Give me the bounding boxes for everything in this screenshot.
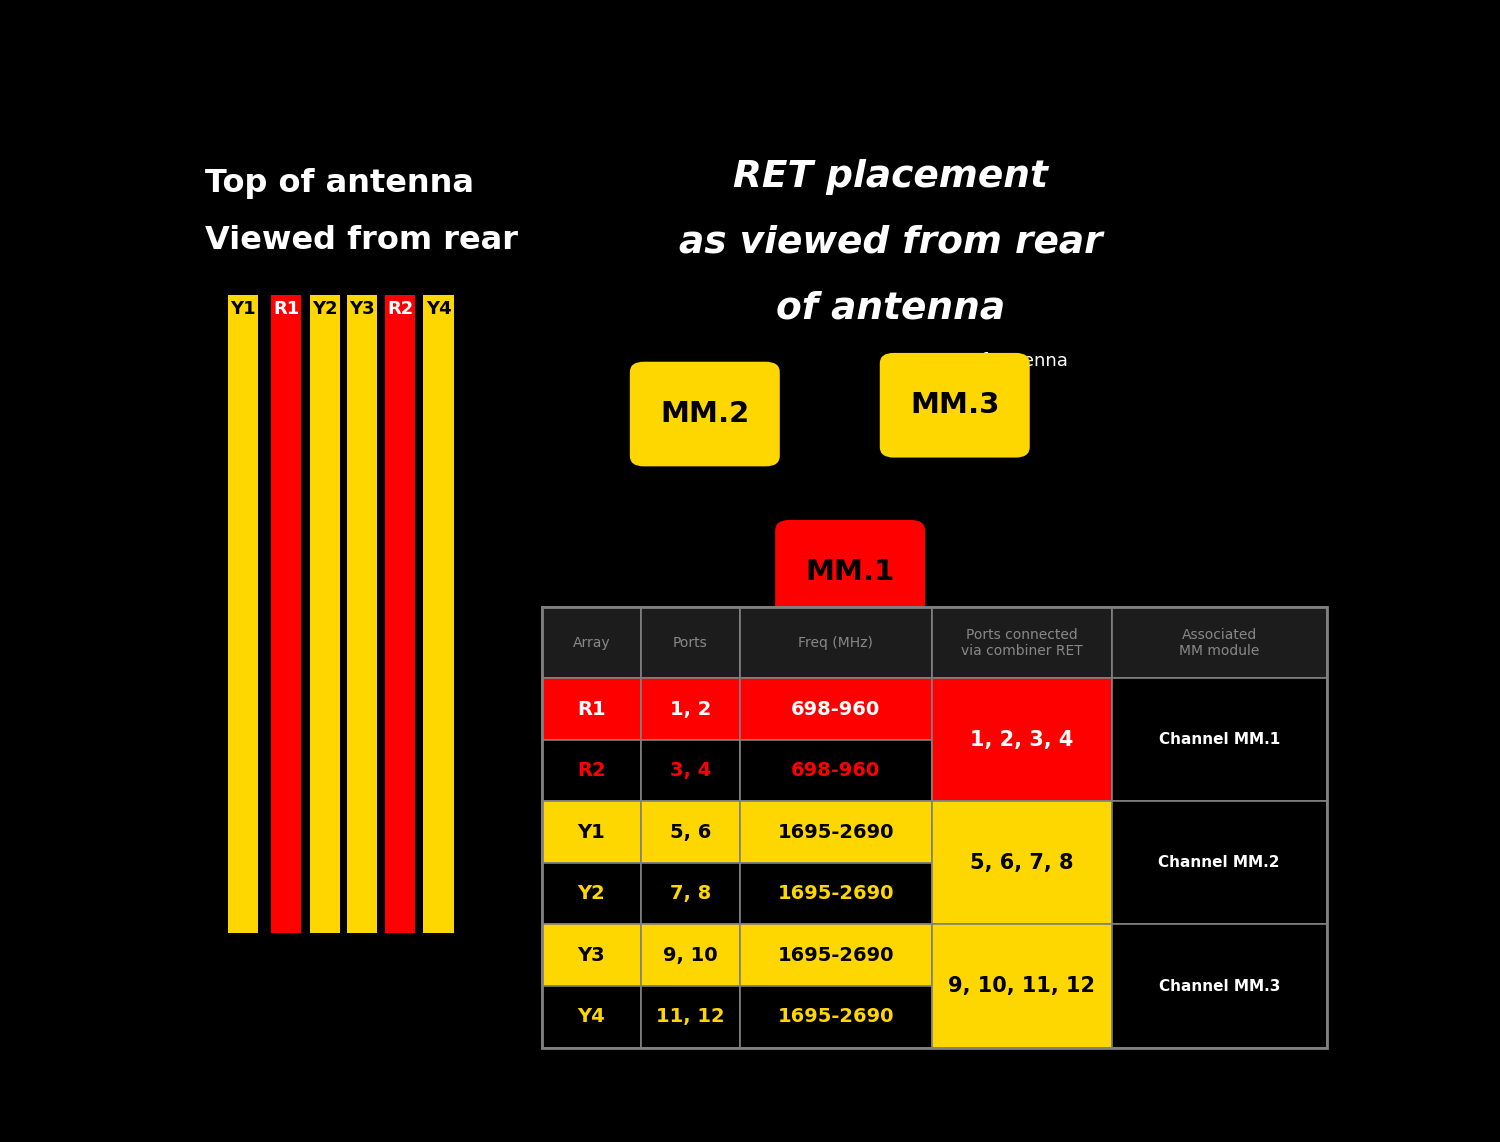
Bar: [740, 678, 932, 740]
Text: 3, 4: 3, 4: [669, 761, 711, 780]
Bar: [640, 678, 740, 740]
Text: 698-960: 698-960: [790, 761, 880, 780]
Text: Array: Array: [573, 636, 610, 650]
Text: 1, 2, 3, 4: 1, 2, 3, 4: [970, 730, 1074, 750]
Text: 9, 10, 11, 12: 9, 10, 11, 12: [948, 976, 1095, 996]
Bar: [309, 296, 340, 933]
Bar: [542, 678, 640, 740]
Text: 1695-2690: 1695-2690: [777, 822, 894, 842]
Bar: [640, 740, 740, 802]
Bar: [640, 802, 740, 863]
Bar: [932, 802, 1112, 925]
Text: Channel MM.1: Channel MM.1: [1158, 732, 1280, 747]
Bar: [346, 296, 376, 933]
Text: R1: R1: [273, 299, 300, 317]
Bar: [932, 678, 1112, 802]
Text: Ports: Ports: [674, 636, 708, 650]
Bar: [228, 296, 258, 933]
Text: Channel MM.2: Channel MM.2: [1158, 855, 1280, 870]
Text: Y2: Y2: [312, 299, 338, 317]
FancyBboxPatch shape: [630, 362, 780, 466]
Text: Ports connected
via combiner RET: Ports connected via combiner RET: [960, 628, 1083, 658]
Bar: [640, 608, 740, 678]
Bar: [640, 925, 740, 986]
Text: as viewed from rear: as viewed from rear: [680, 225, 1102, 262]
FancyBboxPatch shape: [776, 520, 926, 625]
Bar: [542, 986, 640, 1047]
Text: 1695-2690: 1695-2690: [777, 1007, 894, 1027]
Text: Y3: Y3: [578, 946, 606, 965]
Text: MM.3: MM.3: [910, 392, 999, 419]
Text: 9, 10: 9, 10: [663, 946, 717, 965]
Bar: [542, 740, 640, 802]
Bar: [740, 608, 932, 678]
Text: 698-960: 698-960: [790, 700, 880, 718]
Text: of antenna: of antenna: [777, 291, 1005, 327]
Text: Top of antenna: Top of antenna: [206, 168, 474, 199]
Bar: [640, 986, 740, 1047]
Bar: [740, 802, 932, 863]
FancyBboxPatch shape: [880, 353, 1029, 458]
Text: Freq (MHz): Freq (MHz): [798, 636, 873, 650]
Text: Y1: Y1: [231, 299, 256, 317]
Text: Associated
MM module: Associated MM module: [1179, 628, 1260, 658]
Bar: [542, 608, 1326, 1047]
Bar: [932, 608, 1112, 678]
Text: Y3: Y3: [350, 299, 375, 317]
Text: 11, 12: 11, 12: [656, 1007, 724, 1027]
Text: RET placement: RET placement: [734, 159, 1048, 195]
Bar: [542, 925, 640, 986]
Bar: [272, 296, 302, 933]
Text: 7, 8: 7, 8: [669, 884, 711, 903]
Bar: [1112, 608, 1326, 678]
Text: Channel MM.3: Channel MM.3: [1158, 979, 1280, 994]
Bar: [1112, 802, 1326, 925]
Bar: [542, 863, 640, 925]
Text: R2: R2: [578, 761, 606, 780]
Text: Y1: Y1: [578, 822, 606, 842]
Text: 1, 2: 1, 2: [669, 700, 711, 718]
Bar: [640, 863, 740, 925]
Bar: [932, 925, 1112, 1047]
Text: MM.1: MM.1: [806, 558, 895, 586]
Bar: [740, 925, 932, 986]
Bar: [542, 802, 640, 863]
Text: 1695-2690: 1695-2690: [777, 884, 894, 903]
Text: Y4: Y4: [426, 299, 451, 317]
Text: 5, 6, 7, 8: 5, 6, 7, 8: [970, 853, 1074, 872]
Bar: [386, 296, 416, 933]
Text: 1695-2690: 1695-2690: [777, 946, 894, 965]
Text: MM.2: MM.2: [660, 400, 750, 428]
Text: Top of antenna: Top of antenna: [934, 353, 1068, 370]
Bar: [1112, 925, 1326, 1047]
Text: R2: R2: [387, 299, 414, 317]
Text: Viewed from rear: Viewed from rear: [206, 225, 518, 256]
Bar: [740, 740, 932, 802]
Text: 5, 6: 5, 6: [669, 822, 711, 842]
Text: Y4: Y4: [578, 1007, 606, 1027]
Bar: [423, 296, 453, 933]
Bar: [740, 863, 932, 925]
Text: Y2: Y2: [578, 884, 606, 903]
Bar: [542, 608, 640, 678]
Text: R1: R1: [578, 700, 606, 718]
Bar: [740, 986, 932, 1047]
Bar: [1112, 678, 1326, 802]
